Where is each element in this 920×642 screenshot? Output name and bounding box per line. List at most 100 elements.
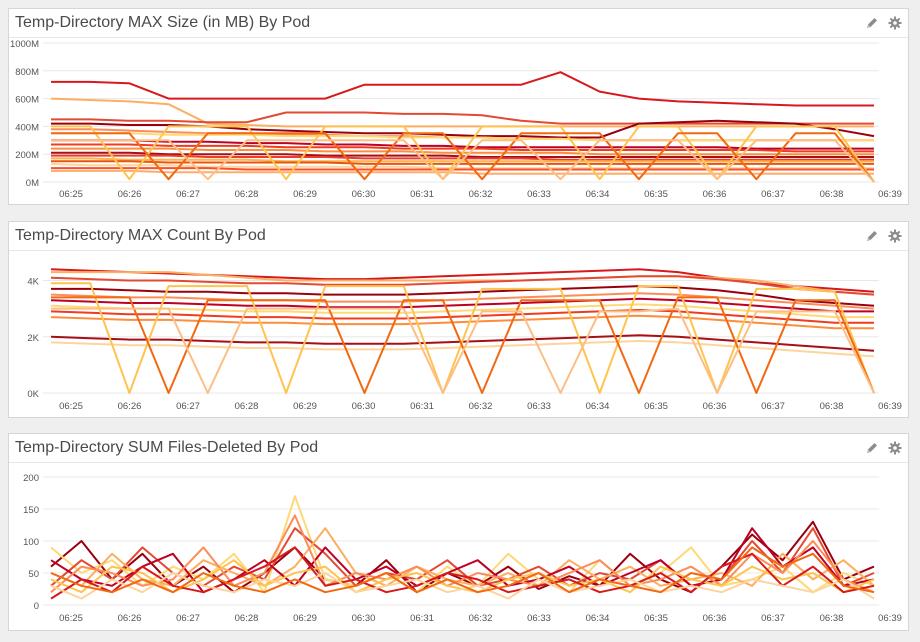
y-tick-label: 50 <box>28 569 39 580</box>
x-tick-label: 06:29 <box>293 189 317 200</box>
x-tick-label: 06:30 <box>352 613 376 624</box>
y-tick-label: 200 <box>23 473 39 484</box>
series-line[interactable] <box>50 527 875 594</box>
series-line[interactable] <box>50 275 875 296</box>
series-line[interactable] <box>51 307 875 394</box>
series-line[interactable] <box>51 282 875 394</box>
x-tick-label: 06:33 <box>527 613 551 624</box>
x-tick-label: 06:31 <box>410 189 434 200</box>
x-tick-label: 06:32 <box>469 613 493 624</box>
series-line[interactable] <box>50 297 874 313</box>
x-tick-label: 06:38 <box>820 613 844 624</box>
widget-actions <box>865 441 902 455</box>
x-tick-label: 06:37 <box>761 401 785 412</box>
series-line[interactable] <box>51 132 875 183</box>
x-tick-label: 06:25 <box>59 401 83 412</box>
series-line[interactable] <box>51 160 874 165</box>
y-tick-label: 100 <box>23 537 39 548</box>
x-tick-label: 06:35 <box>644 401 668 412</box>
series-line[interactable] <box>50 97 874 128</box>
series-line[interactable] <box>51 125 875 183</box>
x-tick-label: 06:30 <box>352 189 376 200</box>
series-line[interactable] <box>51 139 874 150</box>
x-tick-label: 06:39 <box>878 189 902 200</box>
line-chart-max-size: 1000M 800M 600M 400M 200M 0M 06:25 06:26 06:27 06… <box>10 39 902 200</box>
widget-header: Temp-Directory MAX Size (in MB) By Pod <box>9 9 908 38</box>
widget-temp-dir-max-count: Temp-Directory MAX Count By Pod 4K 2K 0K 06… <box>8 221 909 418</box>
x-tick-label: 06:27 <box>176 613 200 624</box>
gear-icon[interactable] <box>888 229 902 243</box>
y-tick-label: 0 <box>34 601 39 612</box>
x-tick-label: 06:33 <box>527 401 551 412</box>
x-tick-label: 06:38 <box>820 401 844 412</box>
widget-title: Temp-Directory SUM Files-Deleted By Pod <box>15 439 319 456</box>
series-line[interactable] <box>50 572 875 600</box>
x-tick-label: 06:37 <box>761 189 785 200</box>
series-line[interactable] <box>50 309 874 324</box>
x-tick-label: 06:29 <box>293 613 317 624</box>
x-tick-label: 06:37 <box>761 613 785 624</box>
series-line[interactable] <box>51 143 874 153</box>
y-tick-label: 0K <box>27 389 39 400</box>
series-line[interactable] <box>50 303 874 319</box>
y-tick-label: 0M <box>26 178 39 189</box>
x-tick-label: 06:27 <box>176 189 200 200</box>
x-tick-label: 06:28 <box>235 613 259 624</box>
series-line[interactable] <box>51 111 874 125</box>
x-tick-label: 06:26 <box>118 189 142 200</box>
pencil-icon[interactable] <box>865 441 879 455</box>
x-tick-label: 06:25 <box>59 613 83 624</box>
y-tick-label: 400M <box>15 122 39 133</box>
series-line[interactable] <box>51 167 874 171</box>
x-tick-label: 06:31 <box>410 613 434 624</box>
x-tick-label: 06:32 <box>469 189 493 200</box>
widget-title: Temp-Directory MAX Size (in MB) By Pod <box>15 14 311 31</box>
x-tick-label: 06:30 <box>352 401 376 412</box>
series-line[interactable] <box>50 314 874 330</box>
gear-icon[interactable] <box>888 441 902 455</box>
series-line[interactable] <box>51 132 874 142</box>
series-line[interactable] <box>50 546 875 600</box>
x-tick-label: 06:31 <box>410 401 434 412</box>
x-tick-label: 06:38 <box>820 189 844 200</box>
widget-actions <box>865 16 902 30</box>
x-tick-label: 06:35 <box>644 613 668 624</box>
gear-icon[interactable] <box>888 16 902 30</box>
x-tick-label: 06:32 <box>469 401 493 412</box>
widget-temp-dir-max-size: Temp-Directory MAX Size (in MB) By Pod 1… <box>8 8 909 205</box>
pencil-icon[interactable] <box>865 16 879 30</box>
x-tick-label: 06:28 <box>235 189 259 200</box>
widget-header: Temp-Directory MAX Count By Pod <box>9 222 908 251</box>
x-tick-label: 06:36 <box>703 401 727 412</box>
x-tick-label: 06:33 <box>527 189 551 200</box>
series-line[interactable] <box>50 546 875 594</box>
y-tick-label: 150 <box>23 505 39 516</box>
x-tick-label: 06:39 <box>878 401 902 412</box>
x-tick-label: 06:29 <box>293 401 317 412</box>
series-line[interactable] <box>50 292 875 310</box>
x-tick-label: 06:36 <box>703 189 727 200</box>
x-tick-label: 06:34 <box>586 613 610 624</box>
series-line[interactable] <box>51 169 874 175</box>
series-line[interactable] <box>51 296 875 394</box>
x-tick-label: 06:26 <box>118 401 142 412</box>
x-tick-label: 06:26 <box>118 613 142 624</box>
y-tick-label: 2K <box>27 333 39 344</box>
y-tick-label: 600M <box>15 95 39 106</box>
x-tick-label: 06:35 <box>644 189 668 200</box>
y-tick-label: 200M <box>15 150 39 161</box>
series-line[interactable] <box>51 285 875 307</box>
series-line[interactable] <box>51 139 875 183</box>
widget-actions <box>865 229 902 243</box>
widget-temp-dir-files-deleted: Temp-Directory SUM Files-Deleted By Pod … <box>8 433 909 631</box>
series-line[interactable] <box>50 514 875 594</box>
x-tick-label: 06:34 <box>586 189 610 200</box>
y-tick-label: 4K <box>27 277 39 288</box>
series-line[interactable] <box>51 271 875 296</box>
pencil-icon[interactable] <box>865 229 879 243</box>
line-chart-max-count: 4K 2K 0K 06:25 06:26 06:27 06:28 06:29 06:30 06:3… <box>27 268 902 412</box>
series-line[interactable] <box>50 162 874 170</box>
widget-title: Temp-Directory MAX Count By Pod <box>15 227 266 244</box>
series-line[interactable] <box>51 71 874 107</box>
x-tick-label: 06:25 <box>59 189 83 200</box>
